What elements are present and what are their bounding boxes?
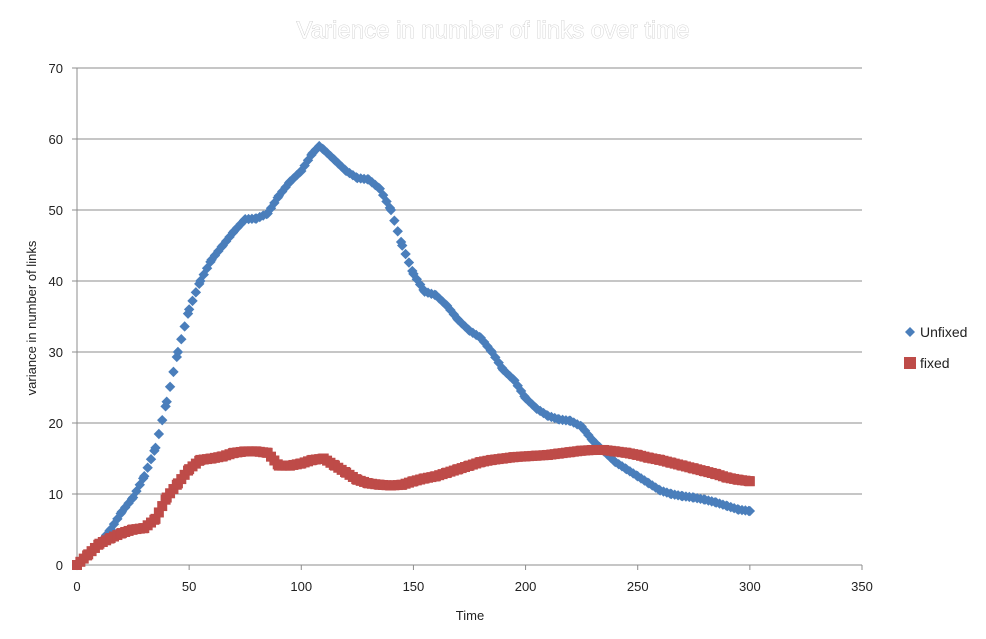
legend-label: fixed xyxy=(920,355,950,371)
data-point xyxy=(164,381,176,392)
data-point xyxy=(142,462,153,473)
y-tick-label: 60 xyxy=(49,132,63,147)
data-point xyxy=(370,179,381,191)
legend-label: Unfixed xyxy=(920,324,967,340)
y-tick-label: 0 xyxy=(56,558,63,573)
x-tick-label: 0 xyxy=(73,579,80,594)
x-tick-label: 100 xyxy=(290,579,312,594)
data-point xyxy=(336,161,347,172)
data-point xyxy=(157,414,168,426)
data-point xyxy=(509,375,520,386)
data-point xyxy=(179,321,190,332)
data-point xyxy=(583,429,594,441)
y-axis-title: variance in number of links xyxy=(24,240,39,395)
data-point xyxy=(624,466,636,477)
data-point xyxy=(176,334,187,345)
data-point xyxy=(299,160,310,171)
x-tick-label: 50 xyxy=(182,579,196,594)
y-tick-label: 50 xyxy=(49,203,63,218)
data-point xyxy=(579,425,591,437)
data-point xyxy=(397,240,408,251)
y-tick-label: 10 xyxy=(49,487,63,502)
data-point xyxy=(168,366,179,378)
data-point xyxy=(744,476,755,487)
data-point xyxy=(389,215,400,226)
data-point xyxy=(153,507,164,518)
data-point xyxy=(108,518,120,530)
data-point xyxy=(527,399,538,410)
data-point xyxy=(150,442,161,454)
data-point xyxy=(377,189,389,201)
x-axis-title: Time xyxy=(456,608,484,623)
data-point xyxy=(385,204,397,216)
data-point xyxy=(187,295,198,307)
x-tick-label: 350 xyxy=(851,579,873,594)
data-point xyxy=(190,287,202,298)
x-tick-label: 200 xyxy=(515,579,537,594)
data-point xyxy=(150,513,161,524)
series-unfixed xyxy=(71,140,756,571)
data-point xyxy=(523,396,535,407)
x-tick-label: 250 xyxy=(627,579,649,594)
data-point xyxy=(116,506,128,517)
data-point xyxy=(610,456,621,468)
gridlines xyxy=(77,67,862,495)
y-tick-label: 40 xyxy=(49,274,63,289)
axes xyxy=(72,67,863,570)
data-point xyxy=(172,346,184,358)
data-point xyxy=(153,428,165,440)
data-point xyxy=(515,385,527,397)
data-point xyxy=(628,468,639,479)
legend-marker xyxy=(905,327,915,337)
legend-marker xyxy=(904,357,916,369)
data-point xyxy=(157,501,168,512)
y-tick-label: 20 xyxy=(49,416,63,431)
data-point xyxy=(587,435,599,446)
legend: Unfixed fixed xyxy=(904,324,967,371)
data-point xyxy=(183,304,195,315)
data-point xyxy=(632,471,643,482)
data-point xyxy=(744,505,756,517)
data-point xyxy=(635,473,647,484)
data-point xyxy=(288,173,299,184)
tick-labels: 0 10 20 30 40 50 60 70 0 50 100 150 200 250 300 350 xyxy=(49,61,873,594)
data-point xyxy=(392,226,403,237)
data-point xyxy=(605,452,616,463)
data-point xyxy=(161,396,172,407)
chart-title: Varience in number of links over time xyxy=(296,17,689,44)
series-fixed xyxy=(72,444,755,570)
data-point xyxy=(195,275,206,287)
data-point xyxy=(400,248,411,260)
y-tick-label: 30 xyxy=(49,345,63,360)
x-tick-label: 150 xyxy=(403,579,425,594)
data-point xyxy=(145,454,157,465)
y-tick-label: 70 xyxy=(49,61,63,76)
data-point xyxy=(139,471,150,482)
data-series xyxy=(71,140,756,571)
data-point xyxy=(403,257,415,268)
x-tick-label: 300 xyxy=(739,579,761,594)
data-point xyxy=(531,403,542,414)
